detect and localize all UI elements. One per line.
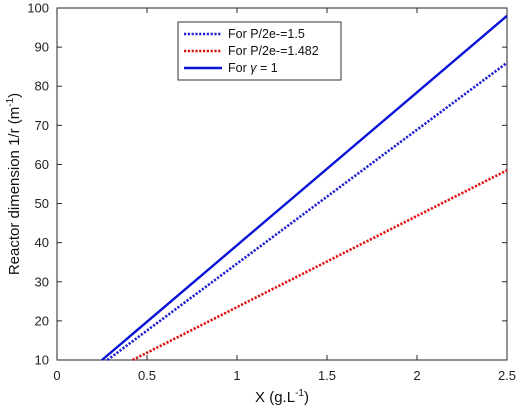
legend-label-p1-5: For P/2e-=1.5 bbox=[228, 27, 305, 41]
series-layer bbox=[101, 14, 508, 362]
y-tick-label: 80 bbox=[35, 79, 49, 94]
y-tick-label: 20 bbox=[35, 313, 49, 328]
y-axis-label: Reactor dimension 1/r (m-1) bbox=[5, 93, 23, 275]
x-tick-label: 0 bbox=[53, 368, 60, 383]
legend-label-gamma-prefix: For bbox=[228, 61, 250, 75]
y-tick-label: 60 bbox=[35, 157, 49, 172]
series-line-p1-5 bbox=[106, 61, 508, 362]
y-tick-label: 10 bbox=[35, 353, 49, 368]
x-axis-label: X (g.L-1) bbox=[255, 388, 309, 406]
x-axis-label-sup: -1 bbox=[295, 388, 304, 399]
y-axis-label-end: ) bbox=[6, 93, 23, 98]
y-tick-label: 70 bbox=[35, 118, 49, 133]
x-tick-label: 2.5 bbox=[498, 368, 516, 383]
y-axis-label-main: Reactor dimension 1/r (m bbox=[6, 107, 23, 275]
y-tick-label: 100 bbox=[27, 1, 49, 16]
legend-label-gamma-suffix: = 1 bbox=[256, 61, 277, 75]
y-axis-ticks: 10 20 30 40 50 60 70 80 90 100 bbox=[27, 1, 507, 368]
series-line-gamma-1 bbox=[101, 14, 508, 361]
x-tick-label: 0.5 bbox=[138, 368, 156, 383]
legend-label-gamma-symbol: γ bbox=[250, 61, 257, 75]
legend-label-p1-482: For P/2e-=1.482 bbox=[228, 44, 319, 58]
y-tick-label: 50 bbox=[35, 196, 49, 211]
x-axis-ticks: 0 0.5 1 1.5 2 2.5 bbox=[53, 8, 516, 383]
x-axis-label-main: X (g.L bbox=[255, 389, 295, 406]
y-tick-label: 30 bbox=[35, 274, 49, 289]
x-tick-label: 2 bbox=[413, 368, 420, 383]
legend: For P/2e-=1.5 For P/2e-=1.482 For γ = 1 bbox=[177, 21, 342, 81]
y-tick-label: 90 bbox=[35, 40, 49, 55]
y-axis-label-sup: -1 bbox=[5, 97, 16, 106]
legend-label-gamma-1: For γ = 1 bbox=[228, 61, 278, 75]
y-tick-label: 40 bbox=[35, 235, 49, 250]
x-axis-label-end: ) bbox=[304, 389, 309, 406]
x-tick-label: 1.5 bbox=[318, 368, 336, 383]
series-line-p1-482 bbox=[132, 169, 508, 362]
x-tick-label: 1 bbox=[233, 368, 240, 383]
